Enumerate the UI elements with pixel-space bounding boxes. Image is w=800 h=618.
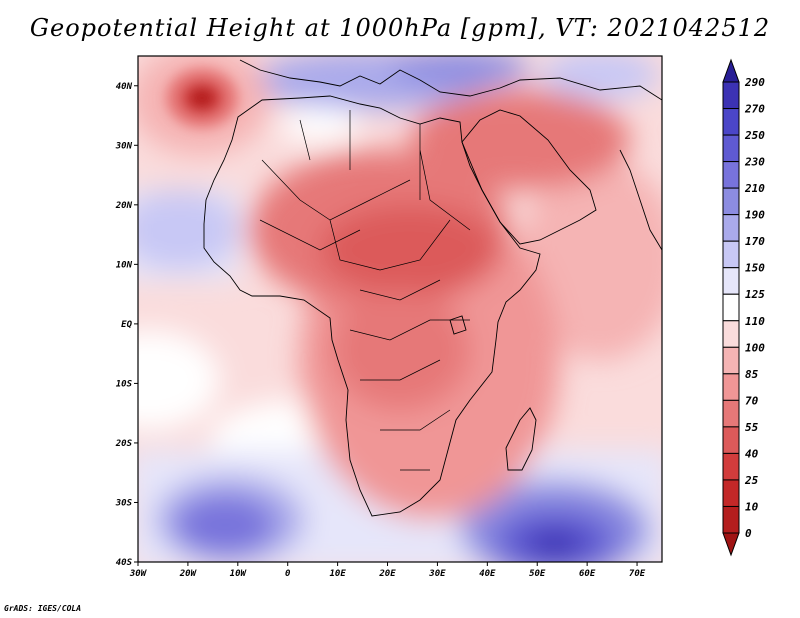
colorbar-swatch <box>722 426 740 454</box>
colorbar-label: 40 <box>745 447 759 460</box>
colorbar-swatch <box>722 373 740 401</box>
lake-victoria <box>449 315 467 335</box>
colorbar-swatch <box>722 161 740 189</box>
lat-label: 20N <box>115 201 133 211</box>
latitude-axis: 40N 30N 20N 10N EQ 10S 20S 30S 40S <box>115 82 138 568</box>
lon-label: 40E <box>479 569 496 579</box>
colorbar-swatch <box>722 187 740 216</box>
lon-label: 30W <box>129 569 148 579</box>
colorbar-label: 25 <box>744 474 759 487</box>
arabia-coastline <box>461 109 597 245</box>
colorbar-swatch <box>722 399 740 428</box>
colorbar-bottom-arrow <box>722 532 740 557</box>
colorbar-label: 190 <box>745 209 765 222</box>
lon-label: 30E <box>428 569 446 579</box>
colorbar-label: 10 <box>745 500 759 513</box>
colorbar-swatch <box>722 240 740 269</box>
colorbar-label: 55 <box>745 421 759 434</box>
lat-label: 30S <box>115 498 133 508</box>
lon-label: 10W <box>230 569 248 579</box>
colorbar-label: 170 <box>745 235 765 248</box>
colorbar-label: 250 <box>744 129 765 142</box>
colorbar-swatch <box>722 134 740 163</box>
lat-label: 30N <box>115 141 133 151</box>
india-coastline <box>619 149 662 251</box>
colorbar-swatch <box>722 81 740 110</box>
colorbar-swatch <box>722 452 740 481</box>
colorbar-swatch <box>722 267 740 295</box>
colorbar-swatch <box>722 320 740 348</box>
lat-label: EQ <box>121 320 132 330</box>
colorbar: 2902702502302101901701501251101008570554… <box>722 58 765 557</box>
colorbar-swatch <box>722 346 740 375</box>
colorbar-label: 125 <box>745 288 765 301</box>
colorbar-label: 290 <box>744 76 765 89</box>
lat-label: 10S <box>116 379 133 389</box>
lat-label: 20S <box>115 439 133 449</box>
madagascar-coastline <box>505 407 537 471</box>
colorbar-label: 85 <box>745 368 759 381</box>
plot-frame <box>137 55 663 563</box>
grads-credit: GrADS: IGES/COLA <box>4 604 82 613</box>
lon-label: 0 <box>285 569 291 579</box>
colorbar-label: 210 <box>744 182 765 195</box>
colorbar-label: 100 <box>745 341 765 354</box>
lat-label: 40S <box>116 558 133 568</box>
colorbar-label: 0 <box>745 527 752 540</box>
field-shading <box>138 56 662 562</box>
chart-title: Geopotential Height at 1000hPa [gpm], VT… <box>29 14 771 42</box>
europe-coastline <box>239 59 662 101</box>
colorbar-swatch <box>722 505 740 534</box>
borders <box>259 110 471 471</box>
colorbar-swatch <box>722 108 740 136</box>
colorbar-label: 110 <box>745 315 765 328</box>
colorbar-label: 70 <box>745 394 759 407</box>
colorbar-swatch <box>722 214 740 242</box>
colorbar-label: 270 <box>744 103 765 116</box>
colorbar-top-arrow <box>722 58 740 83</box>
lon-label: 10E <box>329 569 346 579</box>
lon-label: 70E <box>629 569 646 579</box>
lon-label: 60E <box>579 569 596 579</box>
africa-coastline <box>203 95 541 517</box>
colorbar-label: 150 <box>745 262 765 275</box>
lat-label: 10N <box>116 260 133 270</box>
lon-label: 20W <box>179 569 198 579</box>
coastlines <box>203 59 662 517</box>
colorbar-label: 230 <box>744 156 765 169</box>
lon-label: 20E <box>378 569 396 579</box>
colorbar-swatch <box>722 479 740 507</box>
lat-label: 40N <box>116 82 133 92</box>
lon-label: 50E <box>529 569 546 579</box>
longitude-axis: 30W 20W 10W 0 10E 20E 30E 40E 50E 60E 70E <box>129 562 646 579</box>
colorbar-swatch <box>722 293 740 322</box>
